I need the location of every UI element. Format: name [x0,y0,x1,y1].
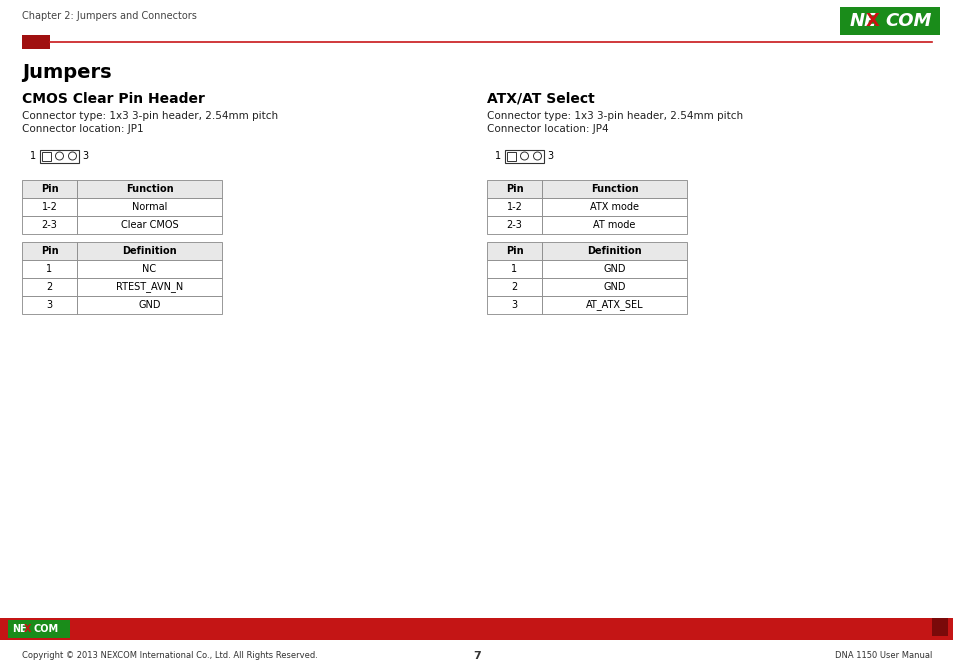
Text: AT_ATX_SEL: AT_ATX_SEL [585,300,642,310]
Text: 2: 2 [511,282,517,292]
Text: Clear CMOS: Clear CMOS [121,220,178,230]
Text: Pin: Pin [505,184,523,194]
Text: 1: 1 [30,151,36,161]
Text: Pin: Pin [505,246,523,256]
Text: 1-2: 1-2 [42,202,57,212]
Bar [22,198,77,216]
Text: GND: GND [602,264,625,274]
Bar [541,242,686,260]
Text: Chapter 2: Jumpers and Connectors: Chapter 2: Jumpers and Connectors [22,11,196,21]
Bar [22,180,77,198]
Text: 1: 1 [511,264,517,274]
Text: 2-3: 2-3 [42,220,57,230]
Text: Function: Function [590,184,638,194]
Text: GND: GND [138,300,161,310]
Text: CMOS Clear Pin Header: CMOS Clear Pin Header [22,92,205,106]
Bar [486,198,541,216]
Text: 2-3: 2-3 [506,220,522,230]
Bar [486,242,541,260]
Circle shape [533,152,541,160]
Bar [541,216,686,234]
Bar [486,180,541,198]
Text: NC: NC [142,264,156,274]
Bar [486,216,541,234]
Bar [541,296,686,314]
Text: DNA 1150 User Manual: DNA 1150 User Manual [834,651,931,661]
Text: 7: 7 [473,651,480,661]
Text: 1: 1 [495,151,500,161]
Text: ATX mode: ATX mode [589,202,639,212]
Text: Pin: Pin [41,184,58,194]
Text: Connector type: 1x3 3-pin header, 2.54mm pitch: Connector type: 1x3 3-pin header, 2.54mm… [486,111,742,121]
Bar [486,278,541,296]
Bar [77,198,222,216]
Text: Jumpers: Jumpers [22,62,112,81]
Bar [504,149,543,163]
Text: Pin: Pin [41,246,58,256]
Bar [22,260,77,278]
Bar [840,7,939,35]
Text: Definition: Definition [587,246,641,256]
Text: X: X [24,624,31,634]
Circle shape [520,152,528,160]
Bar [22,242,77,260]
Text: GND: GND [602,282,625,292]
Bar [22,278,77,296]
Text: NE: NE [12,624,27,634]
Bar [486,296,541,314]
Bar [42,151,51,161]
Bar [77,216,222,234]
Text: 1-2: 1-2 [506,202,522,212]
Text: Copyright © 2013 NEXCOM International Co., Ltd. All Rights Reserved.: Copyright © 2013 NEXCOM International Co… [22,651,317,661]
Text: 3: 3 [546,151,553,161]
Text: Connector type: 1x3 3-pin header, 2.54mm pitch: Connector type: 1x3 3-pin header, 2.54mm… [22,111,278,121]
Text: 3: 3 [82,151,88,161]
Bar [22,296,77,314]
Text: RTEST_AVN_N: RTEST_AVN_N [115,282,183,292]
Bar [77,242,222,260]
Bar [541,278,686,296]
Text: COM: COM [884,12,930,30]
Text: Connector location: JP4: Connector location: JP4 [486,124,608,134]
Text: Normal: Normal [132,202,167,212]
Circle shape [55,152,64,160]
Bar [541,198,686,216]
Text: NE: NE [849,12,877,30]
Bar [486,260,541,278]
Text: ATX/AT Select: ATX/AT Select [486,92,594,106]
Text: COM: COM [34,624,59,634]
Bar [931,618,947,636]
Bar [0,618,953,640]
Text: Connector location: JP1: Connector location: JP1 [22,124,144,134]
Bar [22,216,77,234]
Text: X: X [865,12,879,30]
Text: 3: 3 [511,300,517,310]
Text: Function: Function [126,184,173,194]
Text: AT mode: AT mode [593,220,635,230]
Bar [22,35,50,49]
Bar [541,180,686,198]
Bar [77,296,222,314]
Bar [77,278,222,296]
Bar [506,151,516,161]
Text: 3: 3 [47,300,52,310]
Bar [77,180,222,198]
Bar [40,149,79,163]
Text: 1: 1 [47,264,52,274]
Text: Definition: Definition [122,246,176,256]
Bar [541,260,686,278]
Bar [8,620,70,638]
Bar [77,260,222,278]
Text: 2: 2 [47,282,52,292]
Circle shape [69,152,76,160]
